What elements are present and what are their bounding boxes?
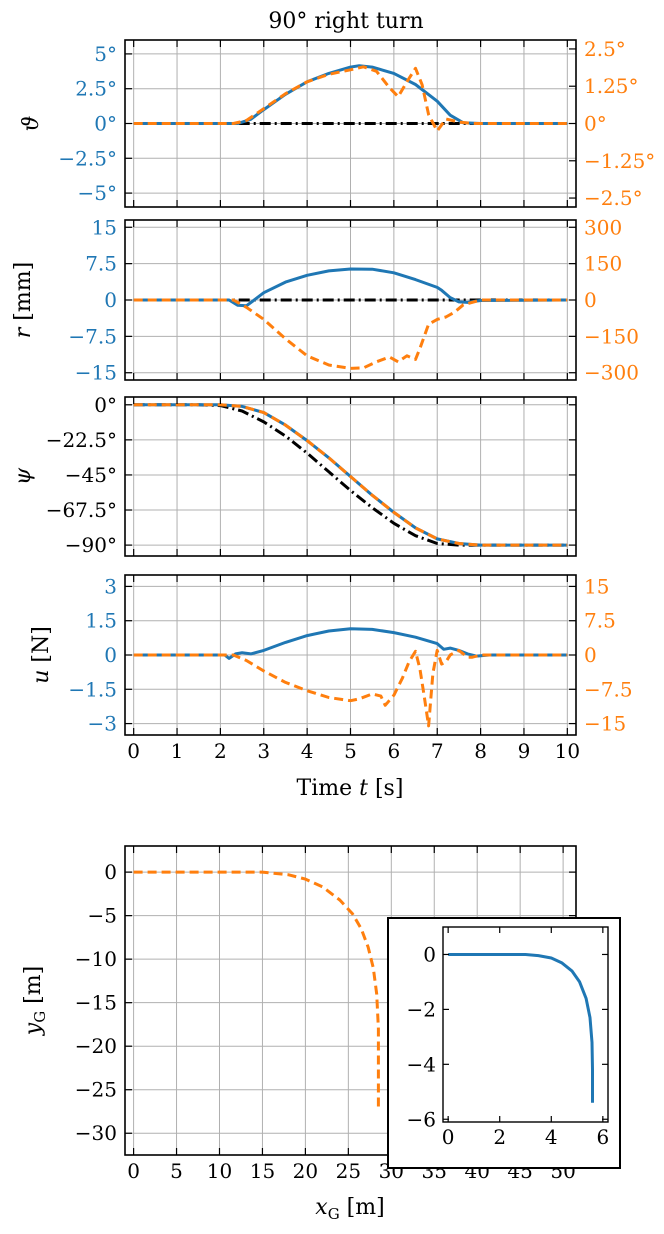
x-tick-label: 7: [431, 739, 444, 763]
y-axis-label: r [mm]: [11, 262, 36, 338]
x-tick-label: 25: [336, 1159, 361, 1183]
y-tick-label: 1.5: [85, 609, 117, 633]
x-tick-label: 2: [214, 739, 227, 763]
x-tick-label: 10: [555, 739, 580, 763]
y-axis-label: yG [m]: [21, 966, 49, 1036]
inset-y-tick-label: −6: [407, 1107, 436, 1131]
y-tick-label: 5°: [94, 42, 117, 66]
y-tick-label: −3: [88, 712, 117, 736]
series-line-blue-1: [133, 267, 568, 308]
y-tick-label: −5°: [78, 181, 117, 205]
panel-u: 0 1 2 3 4 5 6 7 8 9 10 3 1.5 0 −1.5 −3 15 7.5 0 −7.5 −15 u [N…: [29, 574, 633, 801]
y-tick-label: −5: [88, 904, 117, 928]
y-tick-label: 7.5: [85, 252, 117, 276]
y-tick-label: 0°: [94, 112, 117, 136]
inset-background: [387, 917, 621, 1169]
y-tick-label: −20: [75, 1034, 117, 1058]
series-line-orange-2: [133, 65, 568, 133]
y-tick-label: −7.5: [68, 324, 117, 348]
y-tick-label: −25: [75, 1078, 117, 1102]
inset-x-tick-label: 4: [545, 1125, 558, 1149]
panel-psi: 0° −22.5° −45° −67.5° −90° ψ: [11, 393, 577, 557]
x-tick-label: 0: [127, 1159, 140, 1183]
y2-tick-label: 150: [584, 252, 622, 276]
figure-title: 90° right turn: [268, 9, 423, 34]
series-line-orange-2: [133, 298, 568, 370]
y-tick-label: −15: [75, 361, 117, 385]
inset-frame: [442, 926, 609, 1123]
y-axis-label: ψ: [11, 467, 36, 485]
y2-tick-label: −300: [584, 361, 639, 385]
y-axis-label: ϑ: [19, 115, 44, 131]
x-tick-label: 3: [257, 739, 270, 763]
y-tick-label: −30: [75, 1121, 117, 1145]
y-tick-label: −67.5°: [46, 498, 117, 522]
inset-panel: 0 2 4 6 0 −2 −4 −6: [387, 917, 621, 1169]
y2-tick-label: 7.5: [584, 609, 616, 633]
x-tick-label: 9: [518, 739, 531, 763]
x-tick-label: 10: [207, 1159, 232, 1183]
inset-series-line-0: [448, 953, 594, 1103]
inset-x-tick-label: 6: [596, 1125, 609, 1149]
y-tick-label: −45°: [65, 463, 117, 487]
y-tick-label: −10: [75, 947, 117, 971]
y-tick-label: 0: [104, 288, 117, 312]
x-tick-label: 4: [301, 739, 314, 763]
x-axis-label: xG [m]: [315, 1195, 384, 1223]
y2-tick-label: 2.5°: [584, 37, 626, 61]
y2-tick-label: 1.25°: [584, 74, 639, 98]
y2-tick-label: −150: [584, 324, 639, 348]
series-line-orange-2: [133, 403, 568, 547]
panel-r: 15 7.5 0 −7.5 −15 300 150 0 −150 −300 r [mm]: [11, 215, 639, 384]
x-tick-label: 5: [170, 1159, 183, 1183]
y2-tick-label: −15: [584, 712, 626, 736]
inset-x-tick-label: 2: [493, 1125, 506, 1149]
y-tick-label: 3: [104, 574, 117, 598]
x-axis-label: Time t [s]: [297, 776, 404, 801]
x-tick-label: 20: [293, 1159, 318, 1183]
y-tick-label: −22.5°: [46, 428, 117, 452]
x-tick-label: 0: [127, 739, 140, 763]
series-line-orange-0: [133, 870, 380, 1108]
y2-tick-label: 0°: [584, 112, 607, 136]
y-tick-label: 0: [104, 860, 117, 884]
panel-theta: 5° 2.5° 0° −2.5° −5° 2.5° 1.25° 0° −1.25° −2.5° ϑ: [19, 37, 655, 210]
x-tick-label: 1: [171, 739, 184, 763]
inset-y-tick-label: 0: [423, 942, 436, 966]
y2-tick-label: −1.25°: [584, 149, 655, 173]
x-tick-label: 6: [387, 739, 400, 763]
y2-tick-label: 300: [584, 215, 622, 239]
y2-tick-label: −2.5°: [584, 186, 643, 210]
y-tick-label: −90°: [65, 533, 117, 557]
y-tick-label: 0: [104, 643, 117, 667]
inset-y-tick-label: −4: [407, 1052, 436, 1076]
inset-x-tick-label: 0: [442, 1125, 455, 1149]
series-line-black-0: [133, 403, 568, 547]
series-line-orange-1: [133, 648, 568, 728]
x-tick-label: 15: [250, 1159, 275, 1183]
inset-y-tick-label: −2: [407, 997, 436, 1021]
y2-tick-label: 15: [584, 574, 609, 598]
y2-tick-label: 0: [584, 643, 597, 667]
plots: 5° 2.5° 0° −2.5° −5° 2.5° 1.25° 0° −1.25° −2.5° ϑ 1…: [11, 37, 655, 1223]
y2-tick-label: 0: [584, 288, 597, 312]
y-tick-label: 15: [92, 215, 117, 239]
y-tick-label: −1.5: [68, 677, 117, 701]
x-tick-label: 8: [474, 739, 487, 763]
y-tick-label: 0°: [94, 393, 117, 417]
x-tick-label: 5: [344, 739, 357, 763]
y2-tick-label: −7.5: [584, 677, 633, 701]
y-tick-label: −2.5°: [58, 146, 117, 170]
y-axis-label: u [N]: [29, 626, 54, 684]
y-tick-label: 2.5°: [75, 77, 117, 101]
y-tick-label: −15: [75, 991, 117, 1015]
